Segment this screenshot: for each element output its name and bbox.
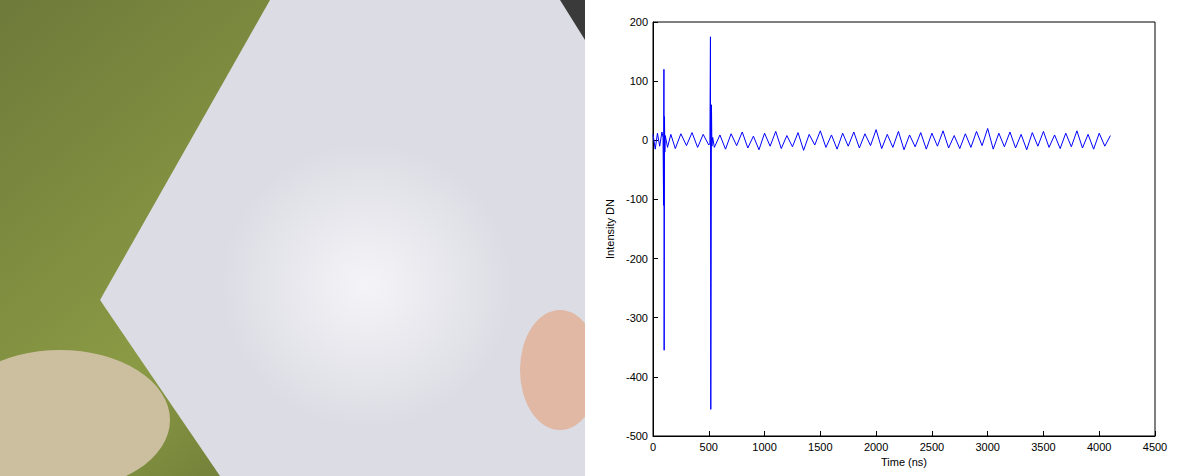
svg-text:-400: -400 (626, 371, 648, 383)
svg-text:-500: -500 (626, 430, 648, 442)
svg-text:0: 0 (642, 134, 648, 146)
svg-text:3500: 3500 (1031, 441, 1055, 453)
svg-text:-300: -300 (626, 312, 648, 324)
svg-text:4500: 4500 (1143, 441, 1167, 453)
svg-text:1500: 1500 (808, 441, 832, 453)
svg-text:1000: 1000 (752, 441, 776, 453)
svg-text:2500: 2500 (920, 441, 944, 453)
svg-text:100: 100 (630, 75, 648, 87)
svg-text:4000: 4000 (1087, 441, 1111, 453)
svg-text:-200: -200 (626, 253, 648, 265)
svg-text:3000: 3000 (975, 441, 999, 453)
svg-text:200: 200 (630, 16, 648, 28)
svg-text:500: 500 (700, 441, 718, 453)
svg-text:Intensity DN: Intensity DN (604, 199, 616, 259)
svg-text:0: 0 (650, 441, 656, 453)
svg-text:-100: -100 (626, 193, 648, 205)
svg-text:Time (ns): Time (ns) (881, 456, 927, 468)
svg-text:2000: 2000 (864, 441, 888, 453)
